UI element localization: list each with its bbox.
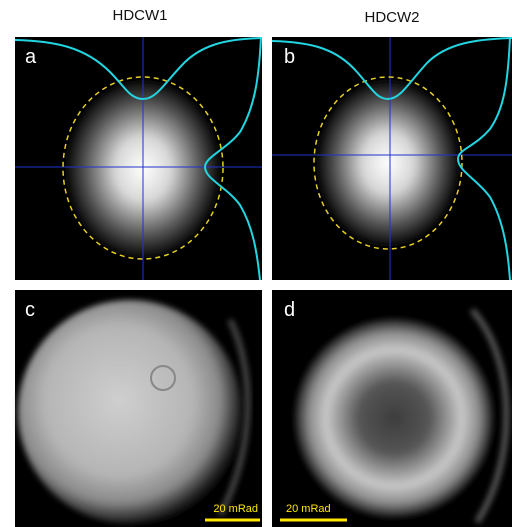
far-field-pattern [18, 300, 242, 524]
scale-bar-label: 20 mRad [213, 503, 258, 515]
scale-bar-label: 20 mRad [286, 503, 331, 515]
panel-label: a [25, 46, 37, 68]
panel-b: b [272, 37, 512, 280]
column-title: HDCW2 [365, 9, 420, 26]
far-field-pattern [294, 318, 494, 518]
panel-d: 20 mRad d [272, 290, 512, 527]
figure: HDCW1 HDCW2 a b 20 mRad c [0, 0, 512, 527]
panel-label: d [284, 299, 295, 321]
panel-label: c [25, 299, 35, 321]
beam-spot [316, 79, 460, 247]
page: {"columns": ["HDCW1", "HDCW2"], "panels"… [0, 0, 512, 527]
panel-label: b [284, 46, 295, 68]
column-title: HDCW1 [113, 7, 168, 24]
panel-c: 20 mRad c [15, 290, 262, 527]
panel-a: a [15, 37, 262, 280]
